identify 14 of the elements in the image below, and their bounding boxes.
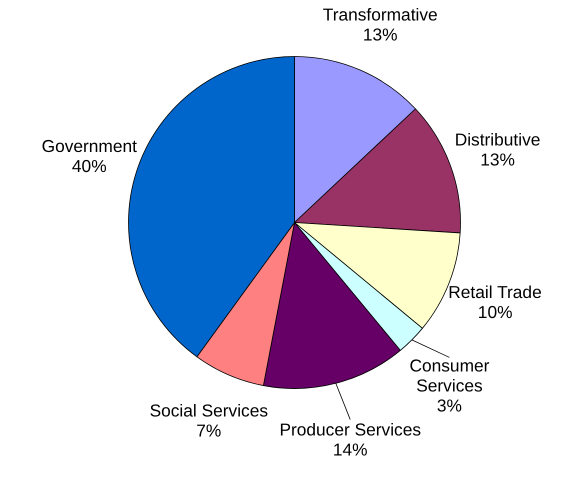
slice-label: Distributive	[454, 129, 540, 150]
slice-label: Producer Services	[279, 420, 422, 440]
data-label: 13%	[362, 24, 398, 44]
data-label: 13%	[480, 149, 515, 170]
slice-label: Retail Trade	[448, 282, 542, 302]
slice-label: Consumer Services	[409, 355, 490, 396]
data-label: 14%	[332, 440, 368, 460]
data-label: 7%	[196, 420, 222, 441]
slice-label: Transformative	[322, 4, 438, 24]
slice-label: Social Services	[150, 400, 268, 421]
data-label: 10%	[478, 302, 512, 322]
data-label: 40%	[72, 156, 107, 176]
slice-label: Government	[42, 136, 138, 156]
data-label: 3%	[436, 395, 462, 416]
